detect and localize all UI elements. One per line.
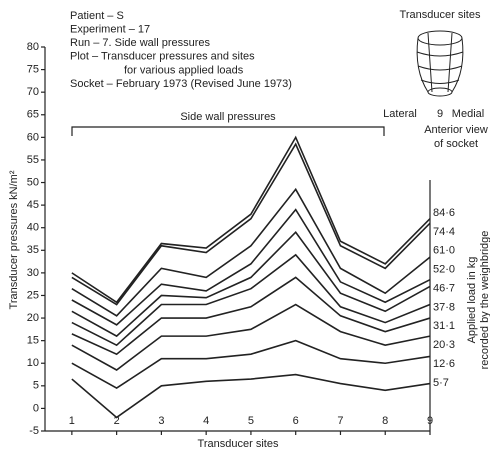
annotation: for various applied loads [124, 64, 244, 76]
inset-caption: Anterior view [424, 124, 488, 136]
series-line [71, 142, 431, 306]
x-tick-label: 8 [382, 415, 388, 427]
y-tick-label: 75 [27, 63, 39, 75]
legend-label: 84·6 [433, 207, 455, 219]
y-tick-label: 20 [27, 312, 39, 324]
inset-right: Medial [452, 108, 484, 120]
y-tick-label: 15 [27, 335, 39, 347]
y-tick-label: 35 [27, 244, 39, 256]
y-tick-label: 55 [27, 154, 39, 166]
x-tick-label: 2 [114, 415, 120, 427]
series-line [71, 230, 431, 338]
x-tick-label: 4 [203, 415, 209, 427]
series-line [71, 253, 431, 347]
y-tick-label: 70 [27, 86, 39, 98]
legend-label: 31·1 [433, 320, 455, 332]
legend-label: 20·3 [433, 339, 455, 351]
legend-label: 46·7 [433, 282, 455, 294]
inset-title: Transducer sites [400, 9, 481, 21]
series-line [71, 339, 431, 390]
y-axis-title: Transducer pressures kN/m² [8, 170, 20, 309]
x-tick-label: 1 [69, 415, 75, 427]
inset-left: Lateral [383, 108, 417, 120]
legend-label: 5·7 [433, 377, 449, 389]
x-tick-label: 3 [158, 415, 164, 427]
y-tick-label: 65 [27, 109, 39, 121]
legend-label: 12·6 [433, 358, 455, 370]
annotation: Patient – S [70, 10, 124, 22]
inset-caption: of socket [434, 138, 478, 150]
bracket-label: Side wall pressures [180, 111, 276, 123]
legend-label: 52·0 [433, 264, 455, 276]
y-tick-label: 45 [27, 199, 39, 211]
y-tick-label: 80 [27, 41, 39, 53]
annotation: Plot – Transducer pressures and sites [70, 51, 255, 63]
y-tick-label: 50 [27, 176, 39, 188]
x-tick-label: 7 [337, 415, 343, 427]
bracket [71, 126, 385, 136]
legend-title: Applied load in kg [466, 257, 478, 344]
x-tick-label: 9 [427, 415, 433, 427]
legend-label: 74·4 [433, 226, 455, 238]
legend-label: 37·8 [433, 301, 455, 313]
y-tick-label: 60 [27, 131, 39, 143]
series-line [71, 303, 431, 371]
legend-title: recorded by the weighbridge [479, 231, 490, 370]
x-axis-title: Transducer sites [198, 438, 279, 450]
series-line [71, 208, 431, 326]
annotation: Socket – February 1973 (Revised June 197… [70, 78, 292, 90]
y-tick-label: 25 [27, 289, 39, 301]
x-tick-label: 5 [248, 415, 254, 427]
y-tick-label: -5 [29, 425, 39, 437]
y-tick-label: 0 [33, 402, 39, 414]
x-tick-label: 6 [293, 415, 299, 427]
y-tick-label: 40 [27, 222, 39, 234]
annotation: Experiment – 17 [70, 24, 150, 36]
series-line [71, 373, 431, 419]
y-tick-label: 5 [33, 380, 39, 392]
series-line [71, 276, 431, 356]
annotation: Run – 7. Side wall pressures [70, 37, 211, 49]
y-tick-label: 10 [27, 357, 39, 369]
inset-diagram [416, 30, 464, 97]
y-tick-label: 30 [27, 267, 39, 279]
legend-label: 61·0 [433, 245, 455, 257]
series-line [71, 135, 431, 304]
inset-middle: 9 [437, 108, 443, 120]
series-line [71, 187, 431, 317]
